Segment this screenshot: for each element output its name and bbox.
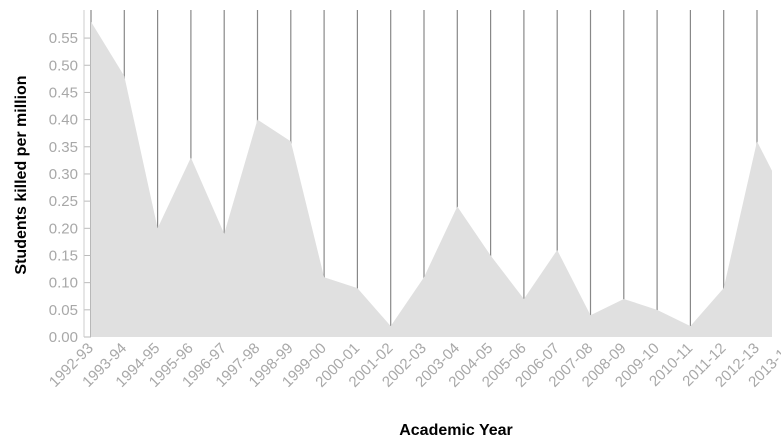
y-tick-label: 0.05	[49, 302, 78, 319]
x-axis: 1992-931993-941994-951995-961996-971997-…	[46, 340, 781, 391]
y-tick-label: 0.00	[49, 329, 78, 346]
area-layer	[91, 21, 772, 337]
y-tick-label: 0.35	[49, 139, 78, 156]
y-tick-label: 0.10	[49, 275, 78, 292]
area-series	[91, 21, 772, 337]
y-tick-label: 0.25	[49, 193, 78, 210]
y-axis-title: Students killed per million	[13, 75, 30, 274]
y-tick-label: 0.55	[49, 30, 78, 47]
y-tick-label: 0.20	[49, 220, 78, 237]
y-tick-label: 0.40	[49, 112, 78, 129]
y-tick-label: 0.30	[49, 166, 78, 183]
y-axis: 0.00 0.05 0.10 0.15 0.20 0.25 0.30 0.35 0.40 0.45…	[49, 10, 91, 346]
y-tick-label: 0.45	[49, 84, 78, 101]
x-axis-title: Academic Year	[399, 422, 513, 439]
y-tick-label: 0.15	[49, 247, 78, 264]
y-tick-label: 0.50	[49, 57, 78, 74]
